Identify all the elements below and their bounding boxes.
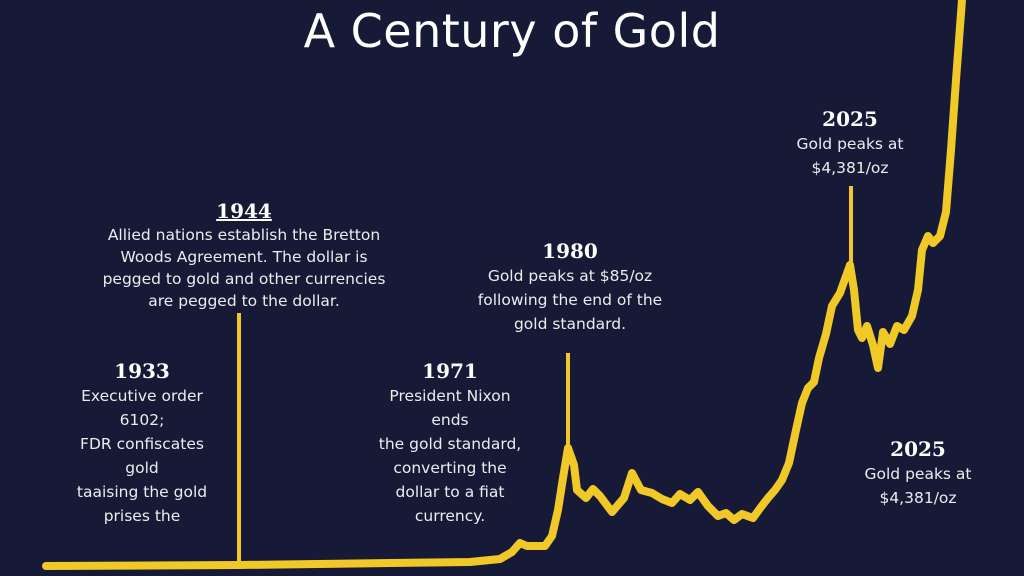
annotation-2025-top: 2025 Gold peaks at $4,381/oz: [770, 106, 930, 180]
annotation-year: 1944: [216, 199, 272, 223]
annotation-1933: 1933 Executive order 6102; FDR confiscat…: [44, 358, 240, 528]
annotation-year: 2025: [822, 107, 878, 131]
annotation-1944: 1944 Allied nations establish the Bretto…: [86, 198, 402, 312]
annotation-text: Gold peaks at $85/oz following the end o…: [477, 267, 663, 333]
annotation-year: 2025: [890, 437, 946, 461]
annotation-text: Allied nations establish the Bretton Woo…: [102, 226, 386, 310]
annotation-year: 1971: [422, 359, 478, 383]
annotation-2025-bottom: 2025 Gold peaks at $4,381/oz: [838, 436, 998, 510]
chart-title: A Century of Gold: [303, 4, 721, 58]
annotation-year: 1933: [114, 359, 170, 383]
annotation-text: Gold peaks at $4,381/oz: [864, 465, 972, 507]
annotation-text: President Nixon ends the gold standard, …: [378, 387, 522, 525]
gold-price-line: [42, 0, 966, 570]
annotation-1980: 1980 Gold peaks at $85/oz following the …: [460, 238, 680, 336]
annotation-year: 1980: [542, 239, 598, 263]
annotation-1971: 1971 President Nixon ends the gold stand…: [352, 358, 548, 528]
annotation-text: Gold peaks at $4,381/oz: [796, 135, 904, 177]
annotation-text: Executive order 6102; FDR confiscates go…: [76, 387, 208, 525]
